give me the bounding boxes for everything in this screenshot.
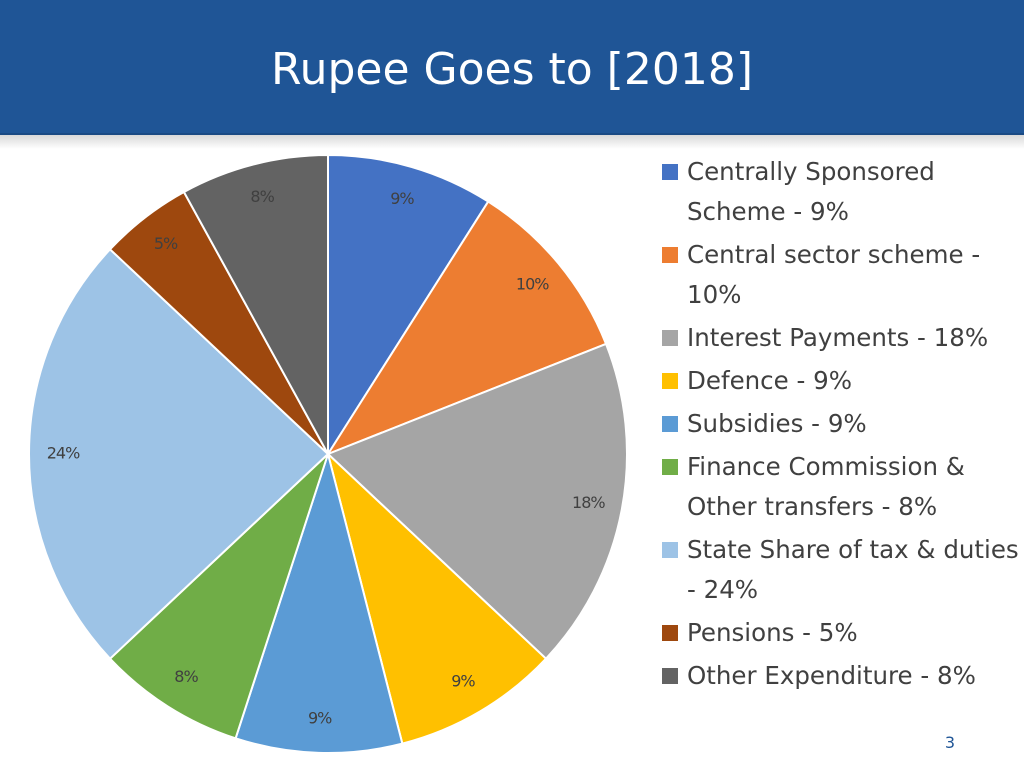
legend-label-6: Finance Commission & Other transfers - 8… — [687, 452, 965, 521]
data-label-7: 24% — [47, 444, 80, 463]
legend-swatch-8 — [662, 625, 678, 641]
data-label-4: 9% — [451, 672, 475, 691]
legend-item-1: Centrally Sponsored Scheme - 9% — [662, 152, 1022, 232]
data-label-8: 5% — [154, 234, 178, 253]
legend-label-9: Other Expenditure - 8% — [687, 661, 976, 690]
legend-item-3: Interest Payments - 18% — [662, 318, 1022, 358]
data-label-6: 8% — [174, 667, 198, 686]
legend-item-9: Other Expenditure - 8% — [662, 656, 1022, 696]
data-label-5: 9% — [308, 708, 332, 727]
legend-label-2: Central sector scheme - 10% — [687, 240, 981, 309]
pie-slice-5 — [234, 450, 404, 754]
pie-slice-6 — [108, 453, 329, 740]
legend-label-1: Centrally Sponsored Scheme - 9% — [687, 157, 935, 226]
slide-title: Rupee Goes to [2018] — [270, 44, 753, 95]
data-label-1: 9% — [390, 189, 414, 208]
data-label-3: 18% — [572, 493, 605, 512]
legend-label-5: Subsidies - 9% — [687, 409, 867, 438]
pie-slice-4 — [326, 450, 548, 745]
pie-slice-7 — [27, 247, 330, 661]
legend-label-3: Interest Payments - 18% — [687, 323, 989, 352]
legend-swatch-6 — [662, 459, 678, 475]
legend-swatch-1 — [662, 164, 678, 180]
legend-swatch-5 — [662, 416, 678, 432]
pie-slice-3 — [326, 342, 628, 661]
pie-slice-9 — [182, 153, 329, 455]
legend-label-7: State Share of tax & duties - 24% — [687, 535, 1019, 604]
pie-slice-1 — [327, 153, 490, 458]
data-label-9: 8% — [250, 187, 274, 206]
legend-item-6: Finance Commission & Other transfers - 8… — [662, 447, 1022, 527]
title-bar — [0, 0, 1024, 135]
legend-item-2: Central sector scheme - 10% — [662, 235, 1022, 315]
pie-slice-2 — [325, 200, 608, 457]
pie-chart: 9% 10% 18% 9% 9% 8% 24% 5% 8% — [27, 153, 628, 754]
legend-label-8: Pensions - 5% — [687, 618, 858, 647]
data-label-2: 10% — [516, 275, 549, 294]
chart-legend: Centrally Sponsored Scheme - 9% Central s… — [662, 152, 1022, 699]
legend-swatch-7 — [662, 542, 678, 558]
legend-swatch-2 — [662, 247, 678, 263]
legend-swatch-9 — [662, 668, 678, 684]
legend-item-5: Subsidies - 9% — [662, 404, 1022, 444]
legend-swatch-4 — [662, 373, 678, 389]
legend-item-8: Pensions - 5% — [662, 613, 1022, 653]
page-number: 3 — [944, 733, 956, 752]
legend-item-4: Defence - 9% — [662, 361, 1022, 401]
legend-label-4: Defence - 9% — [687, 366, 852, 395]
legend-swatch-3 — [662, 330, 678, 346]
legend-item-7: State Share of tax & duties - 24% — [662, 530, 1022, 610]
title-bar-shadow — [0, 135, 1024, 149]
